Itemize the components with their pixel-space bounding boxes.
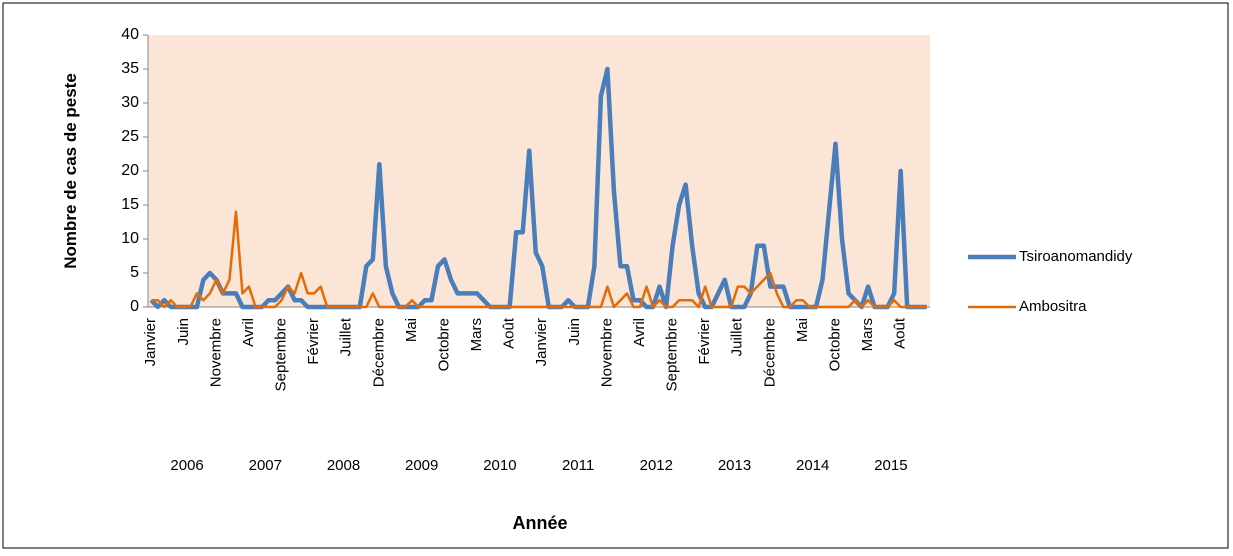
x-tick-label: Avril — [240, 318, 257, 347]
x-tick-label: Février — [696, 318, 713, 365]
x-tick-label: Juin — [175, 318, 192, 346]
x-tick-label: Janvier — [533, 318, 550, 366]
x-tick-label: Juillet — [338, 317, 355, 356]
y-tick-label: 30 — [121, 94, 139, 111]
legend-label: Ambositra — [1019, 298, 1087, 315]
x-tick-label: Octobre — [435, 318, 452, 371]
year-label: 2012 — [640, 457, 673, 474]
x-tick-label: Août — [892, 317, 909, 349]
x-tick-label: Novembre — [207, 318, 224, 387]
year-label: 2013 — [718, 457, 751, 474]
x-tick-label: Septembre — [273, 318, 290, 391]
y-tick-label: 5 — [130, 264, 139, 281]
x-tick-label: Mai — [794, 318, 811, 342]
x-tick-label: Mars — [859, 318, 876, 351]
x-tick-label: Juin — [566, 318, 583, 346]
year-label: 2009 — [405, 457, 438, 474]
y-tick-label: 35 — [121, 60, 139, 77]
x-tick-label: Avril — [631, 318, 648, 347]
x-tick-label: Décembre — [370, 318, 387, 387]
year-label: 2007 — [249, 457, 282, 474]
year-label: 2008 — [327, 457, 360, 474]
x-axis-title: Année — [512, 513, 567, 533]
line-series — [149, 66, 927, 310]
y-axis-title: Nombre de cas de peste — [61, 73, 80, 269]
x-tick-label: Août — [501, 317, 518, 349]
year-label: 2010 — [483, 457, 516, 474]
x-tick-label: Mars — [468, 318, 485, 351]
plot-area — [148, 35, 930, 307]
y-tick-label: 0 — [130, 298, 139, 315]
year-label: 2006 — [170, 457, 203, 474]
year-label: 2014 — [796, 457, 829, 474]
year-label: 2015 — [874, 457, 907, 474]
year-label: 2011 — [562, 457, 594, 474]
x-tick-label: Novembre — [598, 318, 615, 387]
x-tick-label: Décembre — [761, 318, 778, 387]
x-tick-label: Octobre — [826, 318, 843, 371]
y-tick-label: 40 — [121, 26, 139, 43]
y-tick-label: 25 — [121, 128, 139, 145]
x-tick-label: Septembre — [664, 318, 681, 391]
x-tick-label: Janvier — [142, 318, 159, 366]
y-tick-label: 20 — [121, 162, 139, 179]
line-series — [151, 210, 927, 309]
y-tick-label: 10 — [121, 230, 139, 247]
x-tick-label: Juillet — [729, 317, 746, 356]
x-tick-label: Février — [305, 318, 322, 365]
x-tick-label: Mai — [403, 318, 420, 342]
y-tick-label: 15 — [121, 196, 139, 213]
legend-label: Tsiroanomandidy — [1019, 248, 1133, 265]
